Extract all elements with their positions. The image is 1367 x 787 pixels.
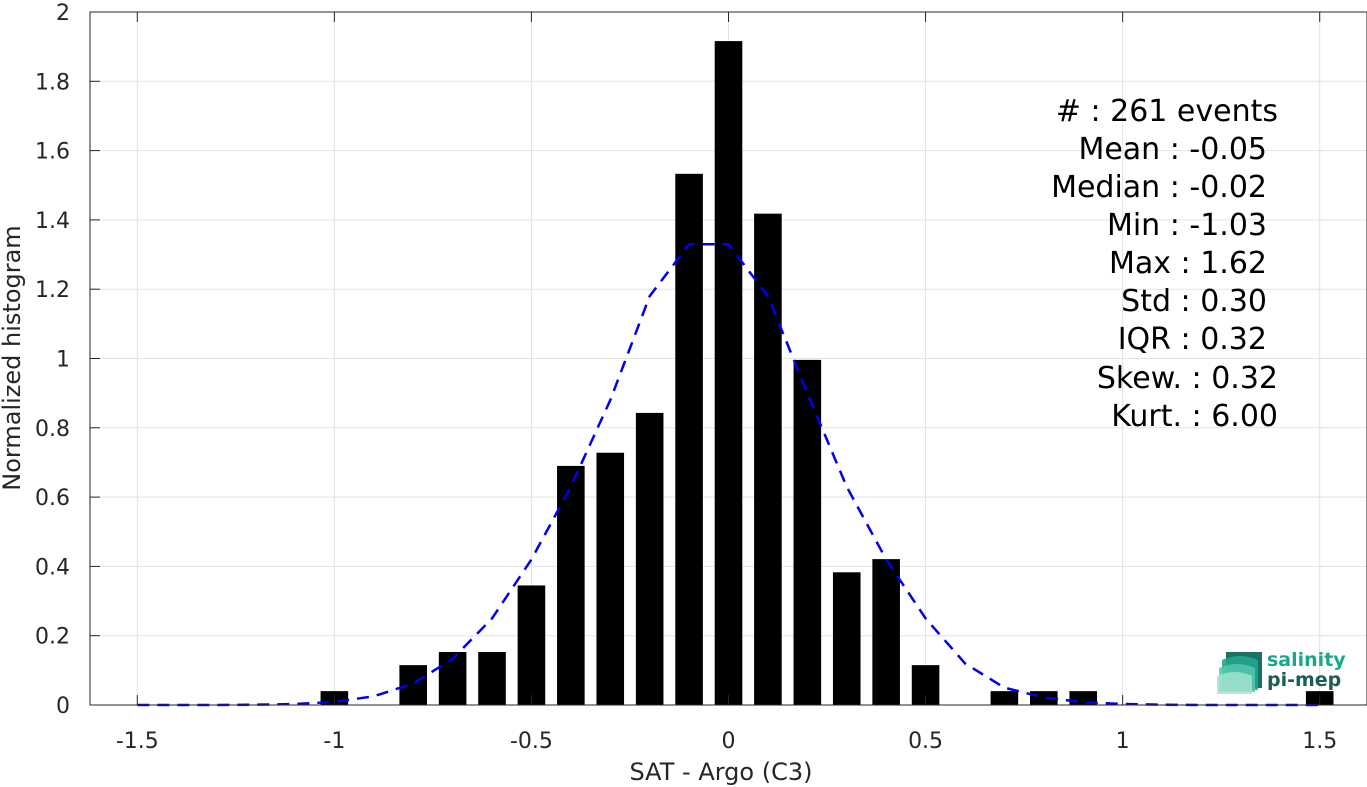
x-tick-label: 0.5	[908, 729, 943, 754]
histogram-bar	[675, 173, 703, 706]
logo-text-pi-mep: pi-mep	[1267, 669, 1341, 691]
y-tick-label: 1.6	[35, 140, 70, 165]
histogram-bar	[399, 665, 427, 705]
y-tick-label: 2	[56, 1, 70, 26]
y-tick-label: 1.2	[35, 278, 70, 303]
x-tick-label: -1.5	[116, 729, 159, 754]
fit-curve-line	[137, 242, 1320, 707]
histogram-bar	[635, 412, 664, 705]
y-tick-label: 0.2	[35, 625, 70, 650]
stats-skewness: Skew. : 0.32	[1097, 361, 1278, 396]
x-tick-labels: -1.5 -1 -0.5 0 0.5 1 1.5	[116, 729, 1337, 754]
gaussian-fit-curve	[137, 242, 1320, 707]
y-tick-labels: 0 0.2 0.4 0.6 0.8 1 1.2 1.4 1.6 1.8 2	[35, 1, 70, 719]
y-tick-label: 0.8	[35, 417, 70, 442]
histogram-bar	[596, 452, 625, 705]
y-axis-label: Normalized histogram	[0, 225, 26, 490]
y-tick-label: 0.4	[35, 555, 70, 580]
histogram-bar	[557, 465, 585, 705]
salinity-pi-mep-logo: salinity pi-mep	[1217, 649, 1346, 694]
y-tick-label: 0	[56, 694, 70, 719]
stats-mean: Mean : -0.05	[1078, 132, 1267, 167]
stats-events: # : 261 events	[1056, 94, 1278, 129]
stats-iqr: IQR : 0.32	[1118, 322, 1267, 357]
statistics-panel: # : 261 events Mean : -0.05 Median : -0.…	[1051, 94, 1278, 434]
x-axis-label: SAT - Argo (C3)	[630, 758, 813, 786]
x-tick-label: -1	[323, 729, 345, 754]
histogram-bar	[754, 213, 782, 705]
histogram-bars	[320, 41, 1334, 706]
waves-icon	[1217, 652, 1262, 694]
y-tick-label: 1	[56, 348, 70, 373]
stats-std: Std : 0.30	[1121, 284, 1267, 319]
stats-min: Min : -1.03	[1107, 208, 1267, 243]
histogram-bar	[872, 559, 900, 705]
y-tick-label: 0.6	[35, 486, 70, 511]
x-tick-label: 0	[722, 729, 736, 754]
histogram-bar	[793, 359, 822, 705]
histogram-bar	[714, 41, 743, 705]
histogram-bar	[438, 651, 467, 705]
stats-median: Median : -0.02	[1051, 170, 1267, 205]
histogram-bar	[832, 572, 861, 705]
y-tick-label: 1.8	[35, 70, 70, 95]
stats-kurtosis: Kurt. : 6.00	[1111, 399, 1278, 434]
histogram-bar	[990, 691, 1019, 705]
stats-max: Max : 1.62	[1109, 246, 1267, 281]
x-tick-label: 1.5	[1302, 729, 1337, 754]
logo-text-salinity: salinity	[1267, 649, 1346, 671]
histogram-bar	[517, 585, 546, 705]
x-tick-label: 1	[1116, 729, 1130, 754]
histogram-bar	[478, 651, 506, 705]
y-tick-label: 1.4	[35, 209, 70, 234]
axis-ticks	[90, 11, 1321, 706]
x-tick-label: -0.5	[510, 729, 553, 754]
